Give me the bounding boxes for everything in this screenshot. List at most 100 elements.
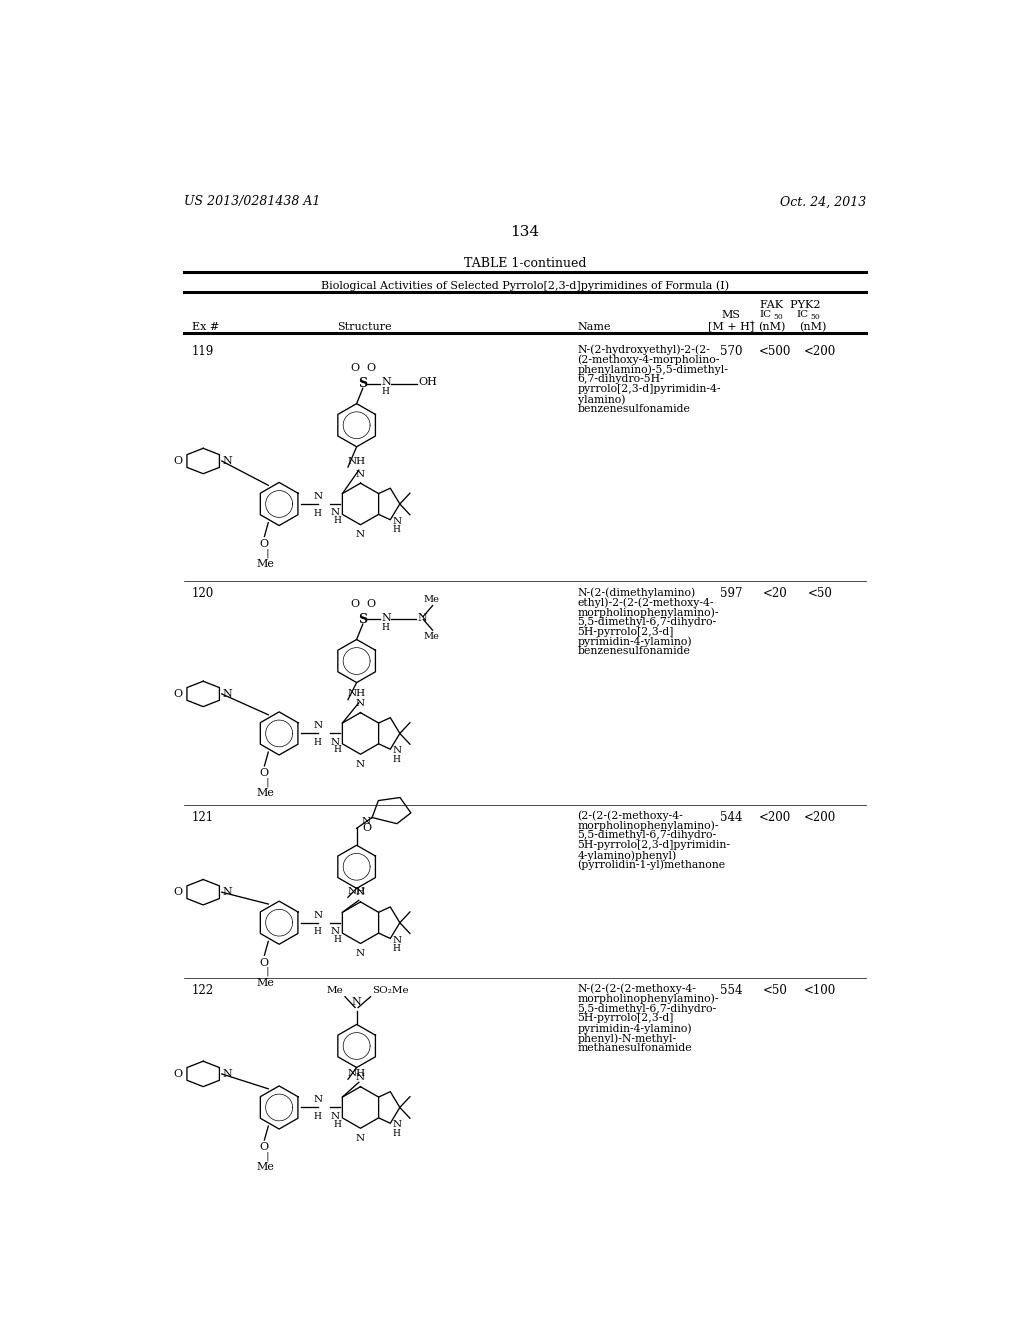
Text: TABLE 1-continued: TABLE 1-continued [464, 257, 586, 271]
Text: N: N [355, 888, 365, 898]
Text: Me: Me [256, 788, 274, 799]
Text: <50: <50 [808, 587, 833, 601]
Text: IC: IC [797, 310, 809, 319]
Text: N: N [392, 746, 401, 755]
Text: (2-(2-(2-methoxy-4-: (2-(2-(2-methoxy-4- [578, 810, 683, 821]
Text: H: H [381, 623, 389, 632]
Text: Me: Me [256, 978, 274, 987]
Text: 120: 120 [191, 587, 214, 601]
Text: Structure: Structure [337, 322, 392, 331]
Text: O: O [173, 689, 182, 698]
Text: <200: <200 [804, 345, 837, 358]
Text: SO₂Me: SO₂Me [372, 986, 409, 995]
Text: 134: 134 [510, 226, 540, 239]
Text: 5H-pyrrolo[2,3-d]: 5H-pyrrolo[2,3-d] [578, 627, 674, 636]
Text: NH: NH [348, 1069, 366, 1077]
Text: morpholinophenylamino)-: morpholinophenylamino)- [578, 821, 719, 832]
Text: US 2013/0281438 A1: US 2013/0281438 A1 [183, 195, 321, 209]
Text: N: N [355, 1073, 365, 1082]
Text: H: H [333, 1119, 341, 1129]
Text: N: N [313, 721, 323, 730]
Text: H: H [333, 516, 341, 525]
Text: NH: NH [348, 887, 366, 896]
Text: N: N [417, 612, 427, 623]
Text: 122: 122 [191, 983, 214, 997]
Text: H: H [333, 935, 341, 944]
Text: H: H [314, 928, 322, 936]
Text: N: N [392, 936, 401, 945]
Text: +: + [748, 319, 755, 327]
Text: O: O [173, 887, 182, 898]
Text: O: O [260, 1142, 269, 1152]
Text: (nM): (nM) [759, 322, 785, 331]
Text: H: H [314, 508, 322, 517]
Text: [M + H]: [M + H] [708, 322, 754, 331]
Text: O: O [260, 539, 269, 549]
Text: NH: NH [348, 689, 366, 698]
Text: morpholinophenylamino)-: morpholinophenylamino)- [578, 607, 719, 618]
Text: 121: 121 [191, 810, 214, 824]
Text: O: O [362, 824, 372, 833]
Text: methanesulfonamide: methanesulfonamide [578, 1043, 692, 1053]
Text: 5H-pyrrolo[2,3-d]: 5H-pyrrolo[2,3-d] [578, 1014, 674, 1023]
Text: N: N [331, 927, 340, 936]
Text: benzenesulfonamide: benzenesulfonamide [578, 404, 690, 414]
Text: S: S [358, 612, 368, 626]
Text: O: O [350, 363, 359, 372]
Text: ylamino): ylamino) [578, 395, 625, 405]
Text: 119: 119 [191, 345, 214, 358]
Text: Me: Me [256, 1163, 274, 1172]
Text: phenylamino)-5,5-dimethyl-: phenylamino)-5,5-dimethyl- [578, 364, 728, 375]
Text: pyrimidin-4-ylamino): pyrimidin-4-ylamino) [578, 1023, 692, 1034]
Text: 5,5-dimethyl-6,7-dihydro-: 5,5-dimethyl-6,7-dihydro- [578, 616, 717, 627]
Text: H: H [392, 755, 400, 764]
Text: N: N [313, 911, 323, 920]
Text: N: N [392, 1121, 401, 1130]
Text: O: O [260, 768, 269, 779]
Text: N: N [355, 470, 365, 479]
Text: H: H [381, 387, 389, 396]
Text: MS: MS [722, 310, 740, 319]
Text: O: O [366, 599, 375, 609]
Text: Me: Me [423, 632, 439, 640]
Text: N: N [222, 455, 232, 466]
Text: N: N [331, 508, 340, 517]
Text: N: N [381, 378, 391, 387]
Text: O: O [260, 957, 269, 968]
Text: |: | [260, 777, 269, 787]
Text: H: H [392, 1129, 400, 1138]
Text: NH: NH [348, 457, 366, 466]
Text: O: O [173, 1069, 182, 1078]
Text: phenyl)-N-methyl-: phenyl)-N-methyl- [578, 1034, 677, 1044]
Text: O: O [173, 455, 182, 466]
Text: 597: 597 [720, 587, 742, 601]
Text: N: N [222, 689, 232, 698]
Text: FAK  PYK2: FAK PYK2 [761, 300, 821, 310]
Text: N: N [331, 1111, 340, 1121]
Text: Me: Me [423, 595, 439, 605]
Text: <100: <100 [804, 983, 837, 997]
Text: 5,5-dimethyl-6,7-dihydro-: 5,5-dimethyl-6,7-dihydro- [578, 830, 717, 841]
Text: benzenesulfonamide: benzenesulfonamide [578, 647, 690, 656]
Text: N: N [355, 1134, 365, 1143]
Text: Me: Me [327, 986, 343, 995]
Text: 570: 570 [720, 345, 742, 358]
Text: N-(2-hydroxyethyl)-2-(2-: N-(2-hydroxyethyl)-2-(2- [578, 345, 711, 355]
Text: (2-methoxy-4-morpholino-: (2-methoxy-4-morpholino- [578, 355, 720, 366]
Text: O: O [350, 599, 359, 609]
Text: 6,7-dihydro-5H-: 6,7-dihydro-5H- [578, 375, 665, 384]
Text: S: S [358, 378, 368, 391]
Text: N: N [313, 1096, 323, 1105]
Text: 4-ylamino)phenyl): 4-ylamino)phenyl) [578, 850, 677, 861]
Text: Oct. 24, 2013: Oct. 24, 2013 [779, 195, 866, 209]
Text: N: N [355, 700, 365, 708]
Text: N: N [361, 817, 371, 826]
Text: H: H [314, 1111, 322, 1121]
Text: <200: <200 [804, 810, 837, 824]
Text: IC: IC [760, 310, 772, 319]
Text: N: N [392, 517, 401, 525]
Text: N: N [352, 998, 361, 1007]
Text: N: N [313, 492, 323, 500]
Text: <50: <50 [763, 983, 787, 997]
Text: 5,5-dimethyl-6,7-dihydro-: 5,5-dimethyl-6,7-dihydro- [578, 1003, 717, 1014]
